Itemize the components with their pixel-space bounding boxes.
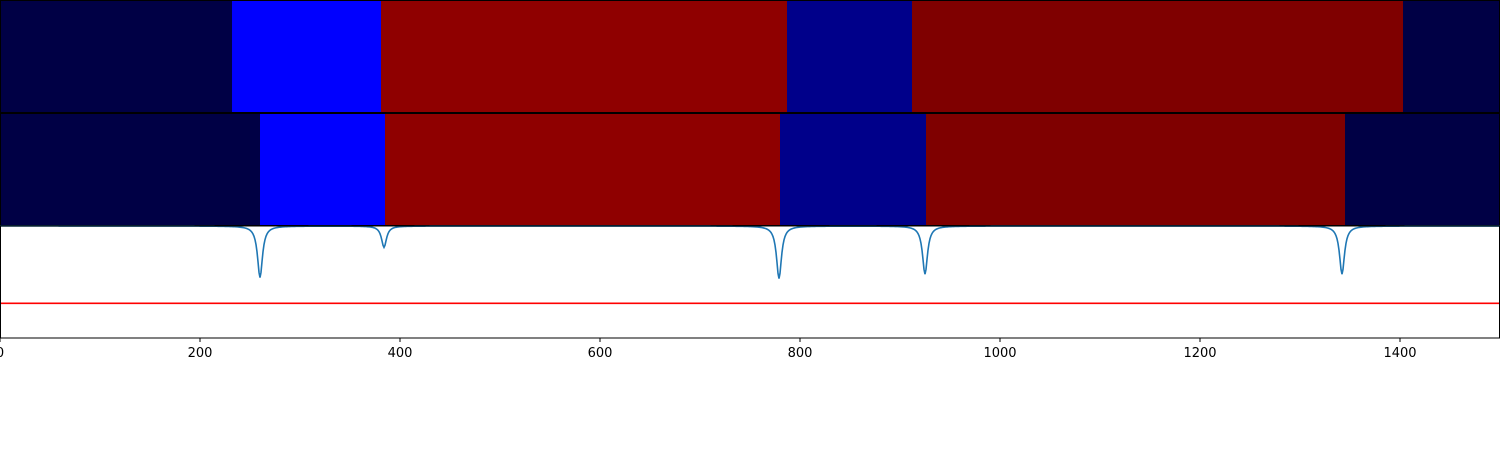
middle-strip-segment	[1345, 113, 1500, 226]
top-strip-segment	[912, 0, 1403, 113]
x-tick-label: 1400	[1383, 346, 1416, 361]
middle-strip-segment	[0, 113, 260, 226]
middle-strip-segment	[385, 113, 780, 226]
x-tick-label: 1000	[983, 346, 1016, 361]
middle-strip-heatmap	[0, 113, 1500, 226]
x-tick-label: 400	[388, 346, 413, 361]
boundary-score-panel	[0, 225, 1500, 339]
x-tick-label: 1200	[1183, 346, 1216, 361]
top-strip-segment	[1403, 0, 1500, 113]
x-tick-label: 800	[788, 346, 813, 361]
middle-strip-segment	[926, 113, 1345, 226]
boundary-score-line	[0, 225, 1500, 279]
top-strip-heatmap	[0, 0, 1500, 113]
x-tick-label: 0	[0, 346, 4, 361]
middle-strip-segment	[260, 113, 385, 226]
bottom-panel-frame	[0, 225, 1500, 339]
top-strip-segment	[232, 0, 381, 113]
top-strip-segment	[381, 0, 787, 113]
x-tick-label: 600	[588, 346, 613, 361]
top-strip-segment	[0, 0, 232, 113]
x-axis: 0 200 400 600 800 1000 1200 1400	[0, 338, 1417, 361]
middle-strip-segment	[780, 113, 926, 226]
top-strip-segment	[787, 0, 912, 113]
x-tick-label: 200	[188, 346, 213, 361]
